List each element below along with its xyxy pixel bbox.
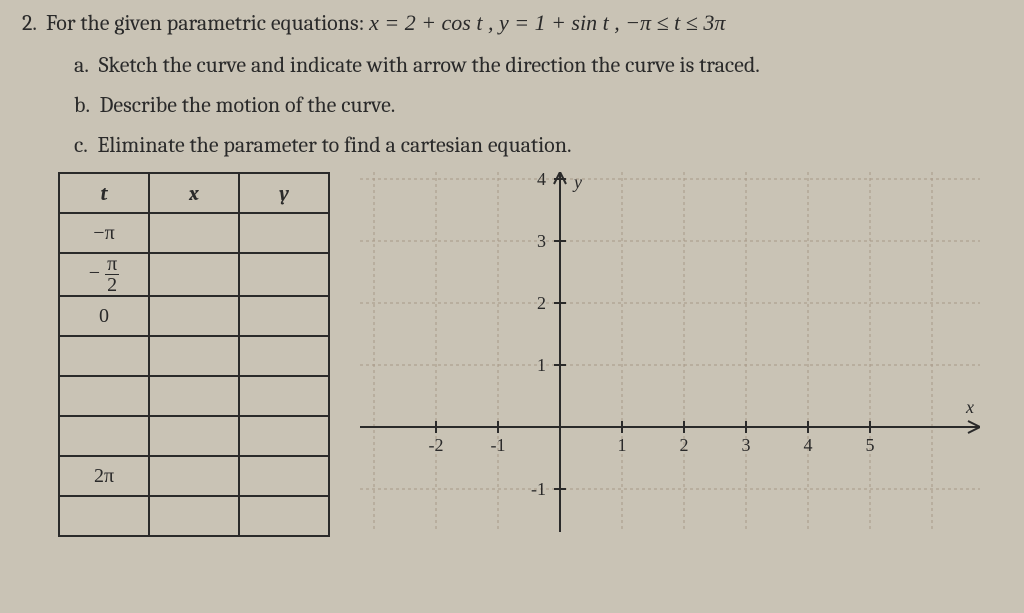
cell-x [149, 253, 239, 296]
cell-x [149, 496, 239, 536]
cell-y [239, 296, 329, 336]
svg-text:2: 2 [537, 293, 546, 313]
svg-text:y: y [572, 172, 582, 192]
header-t: t [59, 173, 149, 213]
cell-t [59, 376, 149, 416]
cell-x [149, 376, 239, 416]
parameter-table: t x y −π− π20 2π [58, 172, 330, 537]
svg-text:2: 2 [680, 435, 689, 455]
cell-y [239, 496, 329, 536]
cell-y [239, 376, 329, 416]
cell-t [59, 496, 149, 536]
svg-text:3: 3 [742, 435, 751, 455]
part-b-text: Describe the motion of the curve. [100, 92, 396, 118]
table-row: 2π [59, 456, 329, 496]
part-b: b. Describe the motion of the curve. [74, 92, 996, 118]
cell-t: 2π [59, 456, 149, 496]
cell-y [239, 213, 329, 253]
question-stem: 2. For the given parametric equations: x… [18, 10, 996, 36]
coordinate-graph: -2-1123451234-1-2xy [360, 172, 996, 537]
cell-y [239, 253, 329, 296]
cell-x [149, 296, 239, 336]
cell-x [149, 416, 239, 456]
cell-t [59, 336, 149, 376]
table-row: − π2 [59, 253, 329, 296]
header-x: x [149, 173, 239, 213]
sub-parts: a. Sketch the curve and indicate with ar… [18, 52, 996, 158]
svg-text:1: 1 [618, 435, 627, 455]
svg-text:-1: -1 [531, 479, 546, 499]
svg-text:x: x [965, 397, 974, 417]
cell-y [239, 336, 329, 376]
svg-text:5: 5 [866, 435, 875, 455]
question-number: 2. [22, 10, 36, 36]
svg-text:-1: -1 [491, 435, 506, 455]
table-row [59, 416, 329, 456]
svg-text:-2: -2 [429, 435, 444, 455]
cell-x [149, 336, 239, 376]
svg-text:3: 3 [537, 231, 546, 251]
table-row [59, 376, 329, 416]
part-c: c. Eliminate the parameter to find a car… [74, 132, 996, 158]
header-y: y [239, 173, 329, 213]
svg-text:4: 4 [537, 172, 546, 189]
svg-text:4: 4 [804, 435, 813, 455]
table-row [59, 496, 329, 536]
equations: x = 2 + cos t , y = 1 + sin t , −π ≤ t ≤… [369, 10, 725, 35]
stem-prefix: For the given parametric equations: [46, 10, 369, 36]
svg-text:1: 1 [537, 355, 546, 375]
part-a-text: Sketch the curve and indicate with arrow… [99, 52, 760, 78]
cell-x [149, 456, 239, 496]
cell-y [239, 416, 329, 456]
part-c-text: Eliminate the parameter to find a cartes… [97, 132, 571, 158]
cell-y [239, 456, 329, 496]
cell-t: 0 [59, 296, 149, 336]
cell-t: −π [59, 213, 149, 253]
table-row: −π [59, 213, 329, 253]
cell-t: − π2 [59, 253, 149, 296]
table-row [59, 336, 329, 376]
cell-x [149, 213, 239, 253]
cell-t [59, 416, 149, 456]
table-row: 0 [59, 296, 329, 336]
part-a: a. Sketch the curve and indicate with ar… [74, 52, 996, 78]
